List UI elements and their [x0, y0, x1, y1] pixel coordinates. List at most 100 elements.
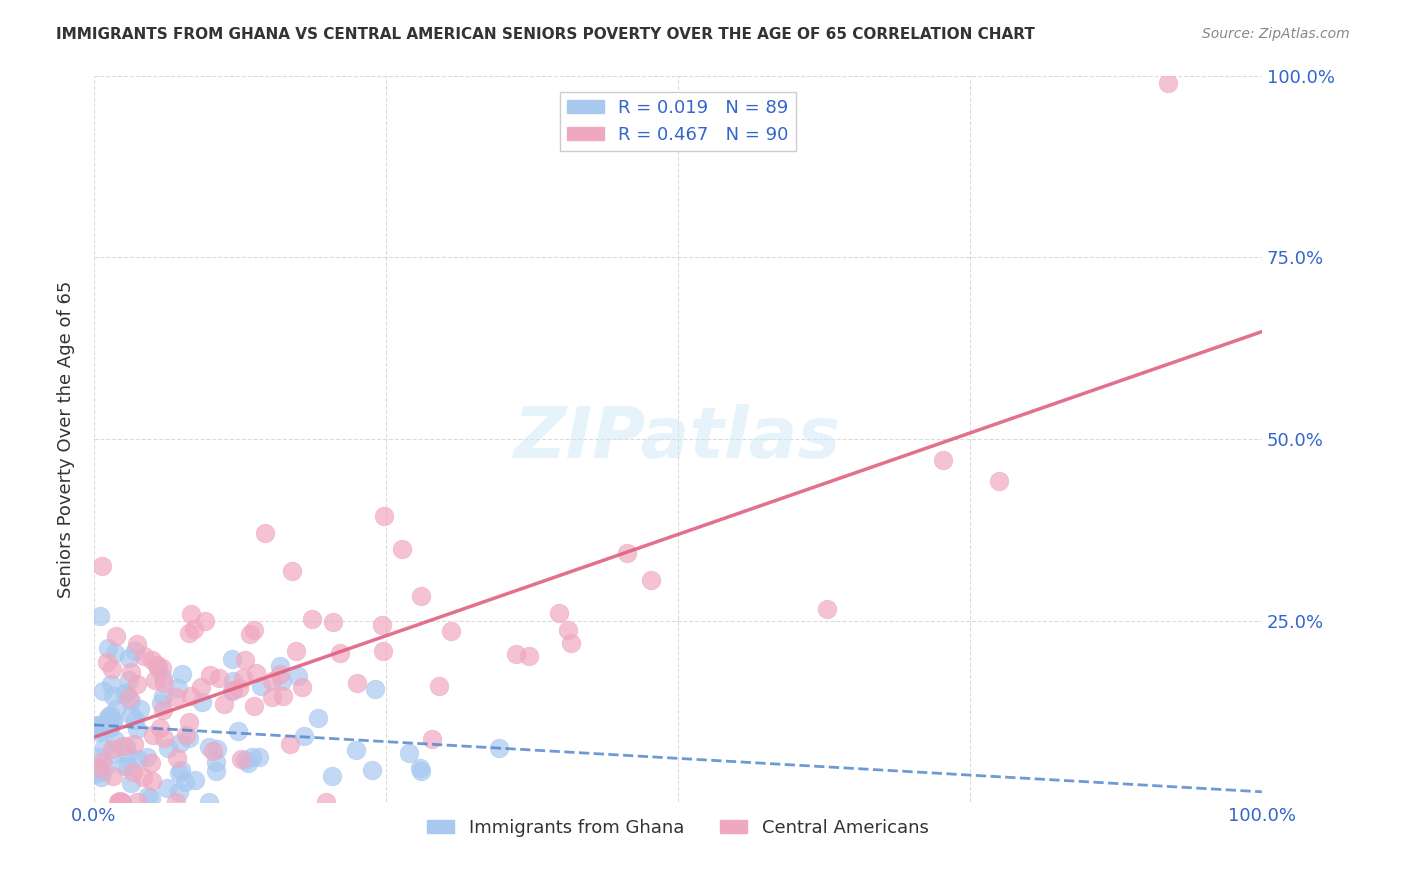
Immigrants from Ghana	[170, 763, 193, 777]
Central Americans	[108, 794, 131, 808]
Immigrants from Ghana	[112, 759, 135, 773]
Central Americans	[373, 644, 395, 658]
Immigrants from Ghana	[87, 749, 110, 764]
Central Americans	[271, 690, 294, 704]
Immigrants from Ghana	[270, 673, 292, 688]
Immigrants from Ghana	[150, 696, 173, 710]
Central Americans	[111, 739, 134, 753]
Central Americans	[548, 606, 571, 620]
Immigrants from Ghana	[98, 708, 121, 723]
Central Americans	[232, 671, 254, 685]
Central Americans	[176, 728, 198, 742]
Immigrants from Ghana	[90, 770, 112, 784]
Immigrants from Ghana	[97, 641, 120, 656]
Central Americans	[278, 737, 301, 751]
Immigrants from Ghana	[292, 729, 315, 743]
Text: IMMIGRANTS FROM GHANA VS CENTRAL AMERICAN SENIORS POVERTY OVER THE AGE OF 65 COR: IMMIGRANTS FROM GHANA VS CENTRAL AMERICA…	[56, 27, 1035, 42]
Central Americans	[150, 661, 173, 675]
Immigrants from Ghana	[197, 740, 219, 755]
Central Americans	[301, 612, 323, 626]
Central Americans	[988, 474, 1011, 488]
Immigrants from Ghana	[247, 750, 270, 764]
Immigrants from Ghana	[166, 681, 188, 695]
Central Americans	[281, 564, 304, 578]
Central Americans	[253, 526, 276, 541]
Central Americans	[180, 689, 202, 703]
Text: ZIPatlas: ZIPatlas	[515, 404, 842, 474]
Immigrants from Ghana	[89, 725, 111, 739]
Central Americans	[932, 452, 955, 467]
Immigrants from Ghana	[118, 673, 141, 688]
Central Americans	[90, 755, 112, 769]
Immigrants from Ghana	[238, 756, 260, 771]
Central Americans	[242, 623, 264, 637]
Immigrants from Ghana	[124, 644, 146, 658]
Central Americans	[177, 626, 200, 640]
Central Americans	[616, 546, 638, 560]
Immigrants from Ghana	[115, 739, 138, 753]
Central Americans	[141, 653, 163, 667]
Immigrants from Ghana	[114, 687, 136, 701]
Central Americans	[87, 761, 110, 775]
Central Americans	[118, 690, 141, 705]
Central Americans	[142, 728, 165, 742]
Central Americans	[260, 673, 283, 688]
Central Americans	[200, 668, 222, 682]
Central Americans	[165, 795, 187, 809]
Immigrants from Ghana	[120, 694, 142, 708]
Immigrants from Ghana	[307, 711, 329, 725]
Immigrants from Ghana	[120, 776, 142, 790]
Central Americans	[285, 644, 308, 658]
Immigrants from Ghana	[115, 684, 138, 698]
Central Americans	[132, 648, 155, 663]
Immigrants from Ghana	[409, 762, 432, 776]
Immigrants from Ghana	[250, 679, 273, 693]
Immigrants from Ghana	[221, 652, 243, 666]
Central Americans	[179, 715, 201, 730]
Central Americans	[346, 675, 368, 690]
Central Americans	[640, 574, 662, 588]
Central Americans	[322, 615, 344, 630]
Central Americans	[100, 662, 122, 676]
Immigrants from Ghana	[169, 737, 191, 751]
Immigrants from Ghana	[172, 666, 194, 681]
Central Americans	[107, 795, 129, 809]
Immigrants from Ghana	[124, 713, 146, 727]
Immigrants from Ghana	[94, 715, 117, 730]
Central Americans	[153, 731, 176, 745]
Immigrants from Ghana	[135, 750, 157, 764]
Immigrants from Ghana	[226, 723, 249, 738]
Immigrants from Ghana	[221, 684, 243, 698]
Immigrants from Ghana	[86, 718, 108, 732]
Immigrants from Ghana	[139, 790, 162, 805]
Central Americans	[269, 666, 291, 681]
Immigrants from Ghana	[98, 721, 121, 735]
Immigrants from Ghana	[91, 684, 114, 698]
Central Americans	[222, 682, 245, 697]
Central Americans	[127, 677, 149, 691]
Immigrants from Ghana	[146, 661, 169, 675]
Immigrants from Ghana	[205, 742, 228, 756]
Immigrants from Ghana	[117, 759, 139, 773]
Immigrants from Ghana	[177, 731, 200, 745]
Immigrants from Ghana	[156, 781, 179, 796]
Central Americans	[560, 636, 582, 650]
Immigrants from Ghana	[167, 785, 190, 799]
Immigrants from Ghana	[240, 749, 263, 764]
Central Americans	[122, 738, 145, 752]
Central Americans	[143, 673, 166, 688]
Immigrants from Ghana	[344, 743, 367, 757]
Immigrants from Ghana	[101, 714, 124, 728]
Immigrants from Ghana	[94, 760, 117, 774]
Central Americans	[291, 680, 314, 694]
Central Americans	[108, 795, 131, 809]
Central Americans	[391, 542, 413, 557]
Central Americans	[132, 770, 155, 784]
Central Americans	[505, 648, 527, 662]
Central Americans	[228, 681, 250, 695]
Immigrants from Ghana	[184, 772, 207, 787]
Central Americans	[183, 622, 205, 636]
Central Americans	[139, 756, 162, 770]
Immigrants from Ghana	[233, 753, 256, 767]
Central Americans	[105, 629, 128, 643]
